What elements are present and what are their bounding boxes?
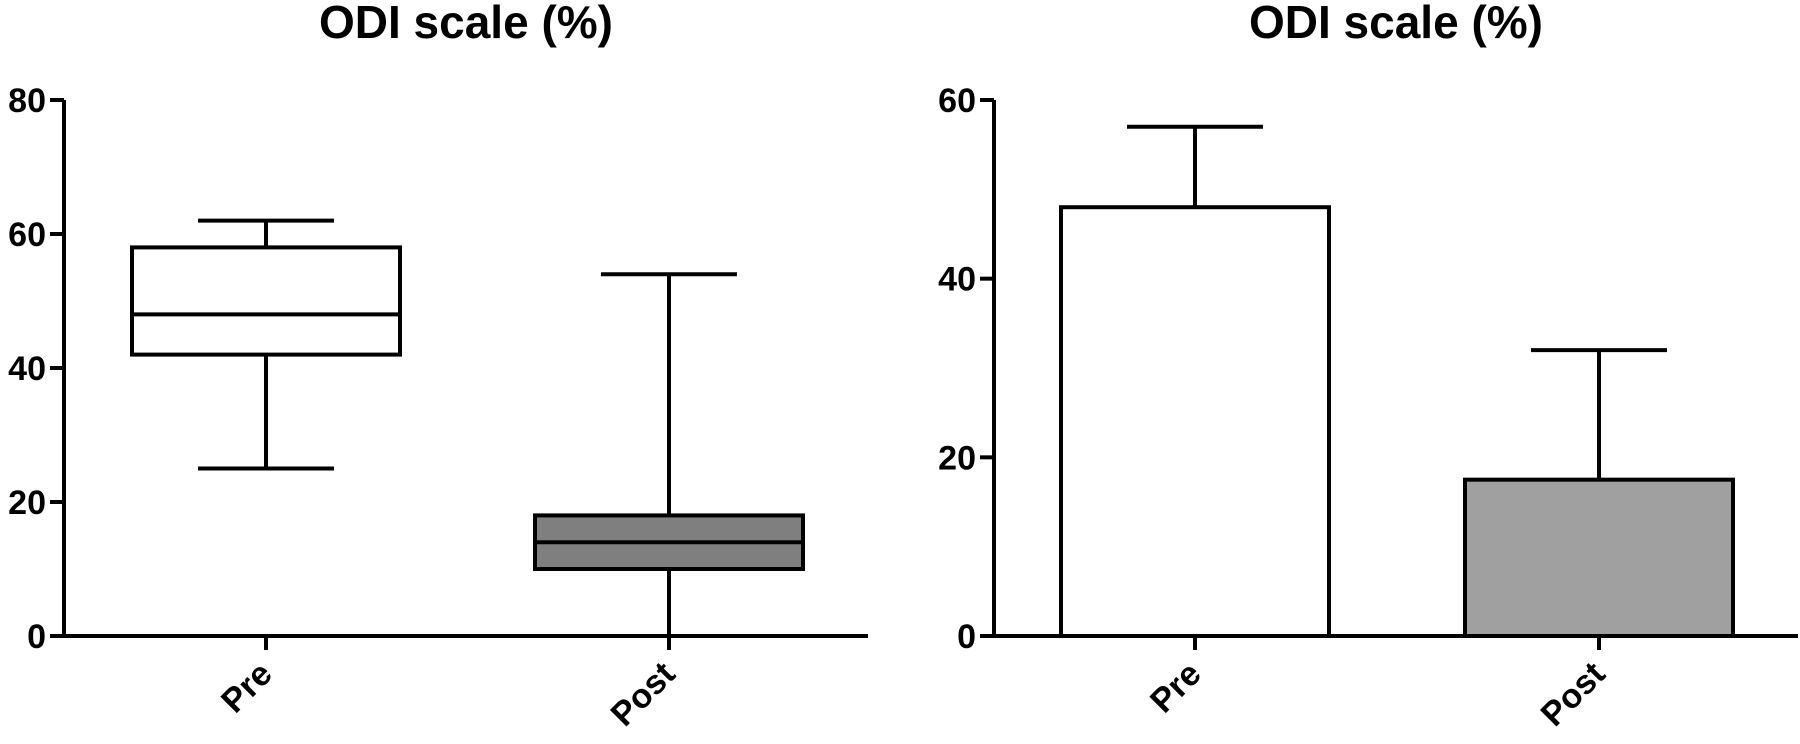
chart-title: ODI scale (%) <box>1249 0 1543 48</box>
bar-pre <box>1059 205 1331 638</box>
x-category-label: Pre <box>214 655 280 721</box>
y-tick-label: 80 <box>8 82 46 120</box>
y-tick-label: 20 <box>938 439 976 477</box>
box-plot-panel: ODI scale (%) 0 20 40 60 80 Pre Post <box>8 0 868 734</box>
y-tick-label: 60 <box>938 82 976 120</box>
bar-post <box>1463 477 1735 638</box>
y-tick-label: 40 <box>938 261 976 299</box>
x-category-label: Post <box>604 655 683 734</box>
y-tick-label: 60 <box>8 216 46 254</box>
y-tick-label: 0 <box>27 618 46 656</box>
y-tick-label: 0 <box>957 618 976 656</box>
box-pre <box>130 245 402 357</box>
chart-title: ODI scale (%) <box>319 0 613 48</box>
bar-chart-panel: ODI scale (%) 0 20 40 60 Pre Post <box>938 0 1798 734</box>
x-category-label: Pre <box>1143 655 1209 721</box>
y-tick-label: 20 <box>8 484 46 522</box>
x-category-label: Post <box>1534 655 1613 734</box>
y-tick-label: 40 <box>8 350 46 388</box>
